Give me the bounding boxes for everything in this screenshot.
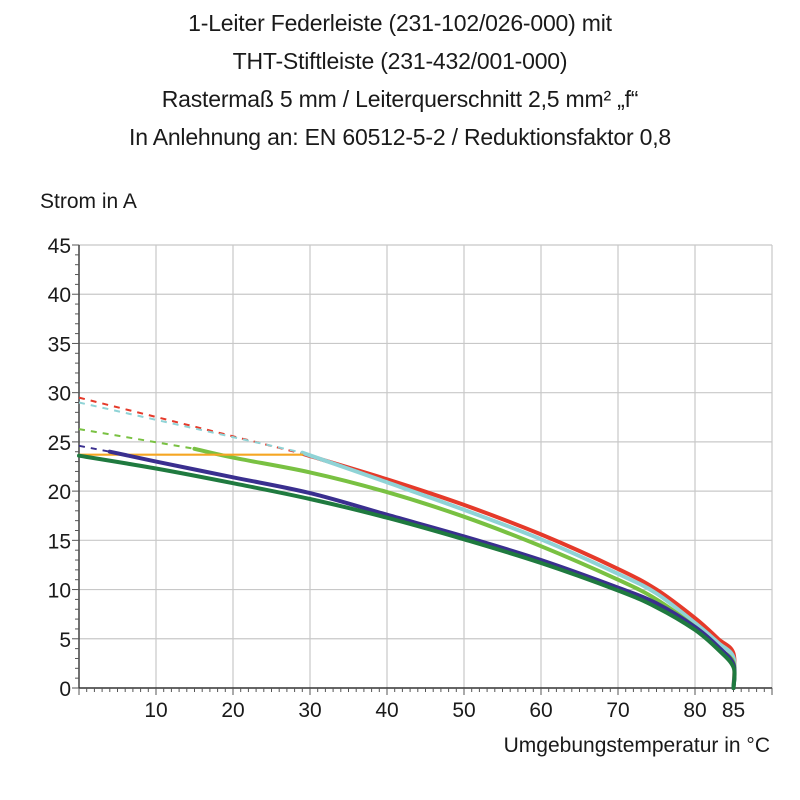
y-tick-label: 35 xyxy=(48,333,71,356)
y-tick-label: 0 xyxy=(59,678,71,701)
series-2-line xyxy=(300,450,737,690)
x-tick-label: 50 xyxy=(452,699,475,722)
series-3-extrapolated-line xyxy=(78,428,195,450)
x-tick-label: 85 xyxy=(722,699,745,722)
y-tick-label: 45 xyxy=(48,235,71,258)
y-tick-label: 30 xyxy=(48,383,71,406)
chart-title-line-4: In Anlehnung an: EN 60512-5-2 / Reduktio… xyxy=(129,124,671,150)
y-tick-label: 25 xyxy=(48,432,71,455)
series-2-extrapolated-line xyxy=(78,401,303,454)
x-tick-label: 70 xyxy=(606,699,629,722)
series-1-extrapolated-line xyxy=(78,396,303,455)
series-group xyxy=(77,396,737,690)
series-1-line xyxy=(300,451,737,690)
x-tick-label: 40 xyxy=(375,699,398,722)
x-tick-label: 20 xyxy=(221,699,244,722)
series-5-extrapolated-line xyxy=(78,444,110,453)
chart-title-line-1: 1-Leiter Federleiste (231-102/026-000) m… xyxy=(188,10,612,36)
chart-title-line-3: Rastermaß 5 mm / Leiterquerschnitt 2,5 m… xyxy=(161,86,639,112)
y-tick-label: 40 xyxy=(48,284,71,307)
y-tick-label: 20 xyxy=(48,481,71,504)
y-tick-label: 5 xyxy=(59,629,71,652)
series-6-line xyxy=(77,453,737,690)
x-tick-label: 80 xyxy=(683,699,706,722)
axes xyxy=(72,244,773,695)
axis-labels: Strom in A Umgebungstemperatur in °C 0 5 1… xyxy=(40,190,770,757)
y-tick-label: 10 xyxy=(48,580,71,603)
y-tick-label: 15 xyxy=(48,530,71,553)
x-tick-label: 60 xyxy=(529,699,552,722)
chart-title: 1-Leiter Federleiste (231-102/026-000) m… xyxy=(0,4,800,156)
x-tick-label: 30 xyxy=(298,699,321,722)
series-5-line xyxy=(107,449,737,690)
chart-title-line-2: THT-Stiftleiste (231-432/001-000) xyxy=(232,48,568,74)
x-axis-label: Umgebungstemperatur in °C xyxy=(504,734,770,757)
y-axis-label: Strom in A xyxy=(40,190,137,213)
x-tick-label: 10 xyxy=(144,699,167,722)
